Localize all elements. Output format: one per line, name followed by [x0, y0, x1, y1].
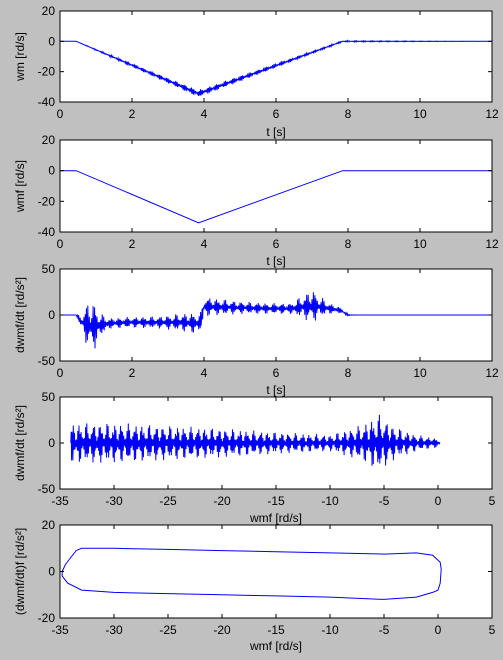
- x-tick-label: 6: [273, 366, 280, 380]
- series-line: [60, 39, 492, 97]
- plot-area: [60, 525, 492, 618]
- x-tick-label: 0: [57, 366, 64, 380]
- x-tick-label: 2: [129, 366, 136, 380]
- x-tick-label: 2: [129, 107, 136, 121]
- x-tick-label: 8: [345, 107, 352, 121]
- x-tick-label: 2: [129, 237, 136, 251]
- x-axis-label: t [s]: [266, 383, 285, 397]
- x-tick-label: 6: [273, 237, 280, 251]
- y-tick-label: 20: [42, 4, 56, 18]
- x-tick-label: -10: [321, 623, 339, 637]
- x-axis-label: wmf [rd/s]: [249, 511, 302, 525]
- x-tick-label: 10: [413, 237, 427, 251]
- y-tick-label: 50: [42, 262, 56, 276]
- plot-area: [60, 140, 492, 232]
- x-tick-label: -25: [159, 494, 177, 508]
- plot-area: [60, 11, 492, 102]
- x-tick-label: 12: [485, 237, 499, 251]
- series-line: [70, 414, 441, 466]
- subplot-2: 0 2 4 6 8 10 12 20 0 -20 -40 t [s] wmf [rd/s]: [13, 133, 499, 268]
- y-tick-label: -20: [38, 611, 56, 625]
- x-tick-label: 5: [489, 623, 496, 637]
- x-tick-label: -15: [267, 494, 285, 508]
- x-tick-label: 6: [273, 107, 280, 121]
- series-line: [60, 170, 492, 224]
- x-axis-label: t [s]: [266, 125, 285, 139]
- x-tick-label: -20: [213, 494, 231, 508]
- x-tick-label: -30: [105, 494, 123, 508]
- x-tick-label: -15: [267, 623, 285, 637]
- x-axis-label: t [s]: [266, 254, 285, 268]
- x-tick-label: 4: [201, 366, 208, 380]
- y-tick-label: 20: [42, 133, 56, 147]
- x-tick-label: 12: [485, 107, 499, 121]
- x-tick-label: 5: [489, 494, 496, 508]
- x-tick-label: 8: [345, 366, 352, 380]
- y-tick-label: -40: [38, 225, 56, 239]
- y-axis-label: wmf [rd/s]: [13, 160, 27, 213]
- x-tick-label: 10: [413, 107, 427, 121]
- subplot-1: 0 2 4 6 8 10 12 20 0 -20 -40 t [s] wm [rd/s]: [13, 4, 499, 139]
- y-tick-label: 20: [42, 518, 56, 532]
- x-tick-label: -10: [321, 494, 339, 508]
- x-tick-label: 0: [57, 107, 64, 121]
- x-tick-label: -20: [213, 623, 231, 637]
- series-line: [60, 292, 492, 349]
- y-tick-label: 0: [48, 436, 55, 450]
- y-axis-label: (dwmf/dt)f [rd/s²]: [13, 528, 27, 615]
- x-tick-label: 8: [345, 237, 352, 251]
- x-tick-label: -25: [159, 623, 177, 637]
- y-tick-label: 0: [48, 565, 55, 579]
- y-tick-label: 0: [48, 308, 55, 322]
- x-tick-label: 4: [201, 107, 208, 121]
- y-tick-label: -50: [38, 482, 56, 496]
- x-tick-label: -5: [379, 494, 390, 508]
- y-tick-label: 0: [48, 164, 55, 178]
- x-tick-label: 12: [485, 366, 499, 380]
- x-tick-label: -30: [105, 623, 123, 637]
- y-tick-label: -50: [38, 354, 56, 368]
- x-tick-label: 10: [413, 366, 427, 380]
- x-tick-label: -35: [51, 623, 69, 637]
- x-tick-label: -35: [51, 494, 69, 508]
- y-tick-label: 50: [42, 390, 56, 404]
- y-axis-label: dwmf/dt [rd/s²]: [13, 277, 27, 353]
- y-axis-label: wm [rd/s]: [13, 32, 27, 82]
- x-axis-label: wmf [rd/s]: [249, 639, 302, 653]
- x-tick-label: 0: [57, 237, 64, 251]
- x-tick-label: 0: [435, 623, 442, 637]
- subplot-5: -35 -30 -25 -20 -15 -10 -5 0 5 20 0 -20 wmf [rd/s] (d…: [13, 518, 496, 653]
- y-tick-label: -20: [38, 65, 56, 79]
- y-axis-label: dwmf/dt [rd/s²]: [13, 405, 27, 481]
- y-tick-label: -20: [38, 194, 56, 208]
- y-tick-label: 0: [48, 34, 55, 48]
- x-tick-label: -5: [379, 623, 390, 637]
- x-tick-label: 4: [201, 237, 208, 251]
- x-tick-label: 0: [435, 494, 442, 508]
- y-tick-label: -40: [38, 95, 56, 109]
